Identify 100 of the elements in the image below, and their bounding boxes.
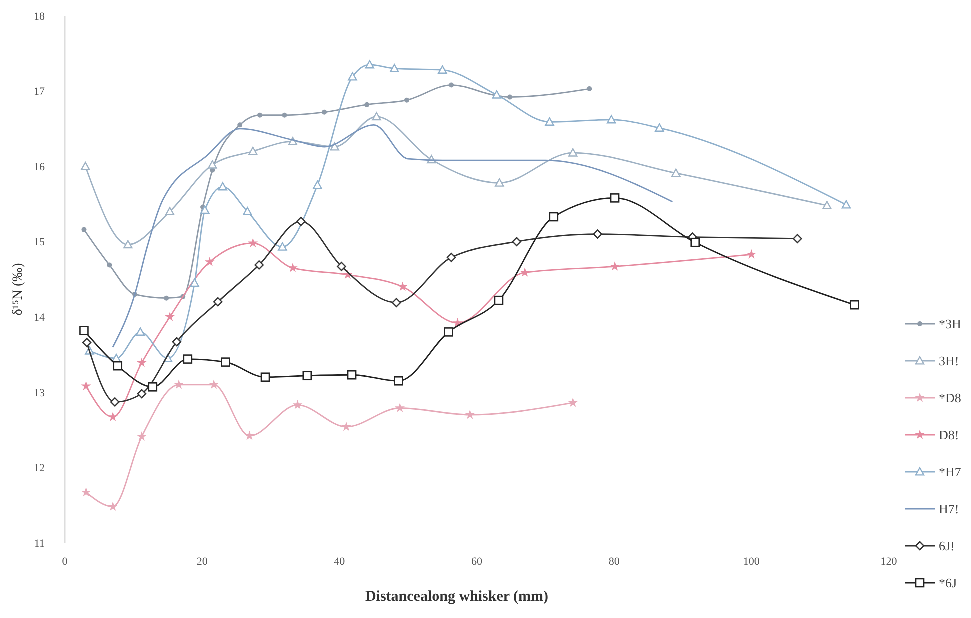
y-tick-label: 11 — [34, 538, 45, 550]
point — [449, 82, 454, 88]
point — [258, 112, 263, 118]
point — [492, 90, 502, 99]
point — [282, 112, 288, 118]
point — [390, 64, 400, 72]
x-tick-label: 100 — [743, 556, 760, 568]
point — [172, 337, 182, 347]
point — [248, 238, 258, 248]
point — [313, 180, 322, 190]
point — [136, 432, 147, 442]
point — [364, 102, 370, 108]
line-series — [112, 124, 674, 348]
point — [365, 60, 374, 69]
point — [244, 430, 255, 440]
legend-label: *D8 — [939, 390, 962, 406]
legend-label: 6J! — [939, 538, 955, 554]
point — [213, 297, 223, 307]
point — [495, 178, 504, 187]
point — [690, 238, 700, 248]
x-tick-label: 60 — [472, 556, 483, 568]
point — [278, 242, 288, 251]
x-tick-label: 80 — [608, 556, 620, 568]
x-tick-label: 20 — [196, 556, 208, 568]
legend-label: 3H! — [939, 354, 960, 369]
point — [512, 237, 522, 247]
point — [82, 227, 87, 232]
point — [183, 354, 193, 364]
point — [204, 257, 215, 266]
point — [190, 278, 200, 288]
point — [221, 358, 230, 367]
point — [655, 124, 664, 132]
point — [82, 338, 92, 348]
y-tick-label: 13 — [34, 387, 46, 400]
point — [243, 207, 252, 216]
point — [337, 262, 346, 272]
point — [80, 326, 89, 336]
point — [81, 381, 92, 391]
point — [494, 296, 504, 306]
point — [81, 487, 92, 497]
point — [108, 412, 118, 422]
y-tick-label: 18 — [34, 10, 46, 23]
point — [465, 410, 476, 420]
point — [568, 148, 578, 157]
point — [174, 380, 184, 390]
point — [137, 389, 147, 399]
point — [113, 361, 123, 371]
point — [302, 371, 312, 381]
point — [446, 253, 456, 262]
point — [136, 358, 147, 368]
point — [438, 66, 448, 74]
point — [372, 112, 382, 121]
point — [746, 249, 757, 259]
x-tick-label: 120 — [880, 556, 898, 568]
point — [395, 403, 406, 412]
point — [568, 398, 578, 408]
point — [549, 212, 559, 222]
point — [260, 372, 270, 382]
legend-label: D8! — [939, 428, 960, 443]
point — [288, 263, 298, 272]
y-tick-label: 14 — [34, 312, 46, 324]
legend-label: *H7 — [939, 464, 962, 480]
point — [822, 201, 832, 210]
point — [610, 194, 620, 203]
point — [108, 502, 118, 512]
y-tick-label: 12 — [34, 462, 45, 475]
point — [342, 422, 352, 432]
point — [238, 122, 243, 128]
point — [296, 216, 306, 226]
point — [322, 110, 328, 115]
legend-label: *6J — [939, 576, 958, 591]
point — [254, 260, 264, 270]
point — [392, 298, 402, 308]
point — [404, 98, 410, 103]
point — [107, 262, 112, 268]
point — [110, 398, 120, 407]
point — [248, 146, 258, 156]
point — [136, 328, 146, 336]
point — [165, 312, 175, 322]
point — [164, 296, 170, 301]
point — [842, 200, 852, 209]
y-tick-label: 15 — [34, 236, 46, 249]
point — [606, 115, 616, 124]
point — [348, 72, 358, 81]
x-axis-title: Distancealong whisker (mm) — [365, 589, 549, 605]
y-tick-label: 16 — [34, 161, 46, 174]
y-tick-label: 17 — [34, 86, 46, 98]
y-axis-title: δ¹⁵N (‰) — [11, 262, 26, 316]
point — [208, 160, 218, 169]
point — [209, 380, 219, 390]
point — [545, 118, 554, 126]
point — [444, 328, 454, 337]
point — [200, 206, 210, 214]
point — [81, 162, 90, 170]
point — [394, 376, 404, 386]
point — [124, 240, 133, 249]
legend-label: *3H — [939, 316, 962, 332]
point — [593, 230, 603, 239]
point — [587, 86, 592, 92]
point — [520, 268, 530, 277]
